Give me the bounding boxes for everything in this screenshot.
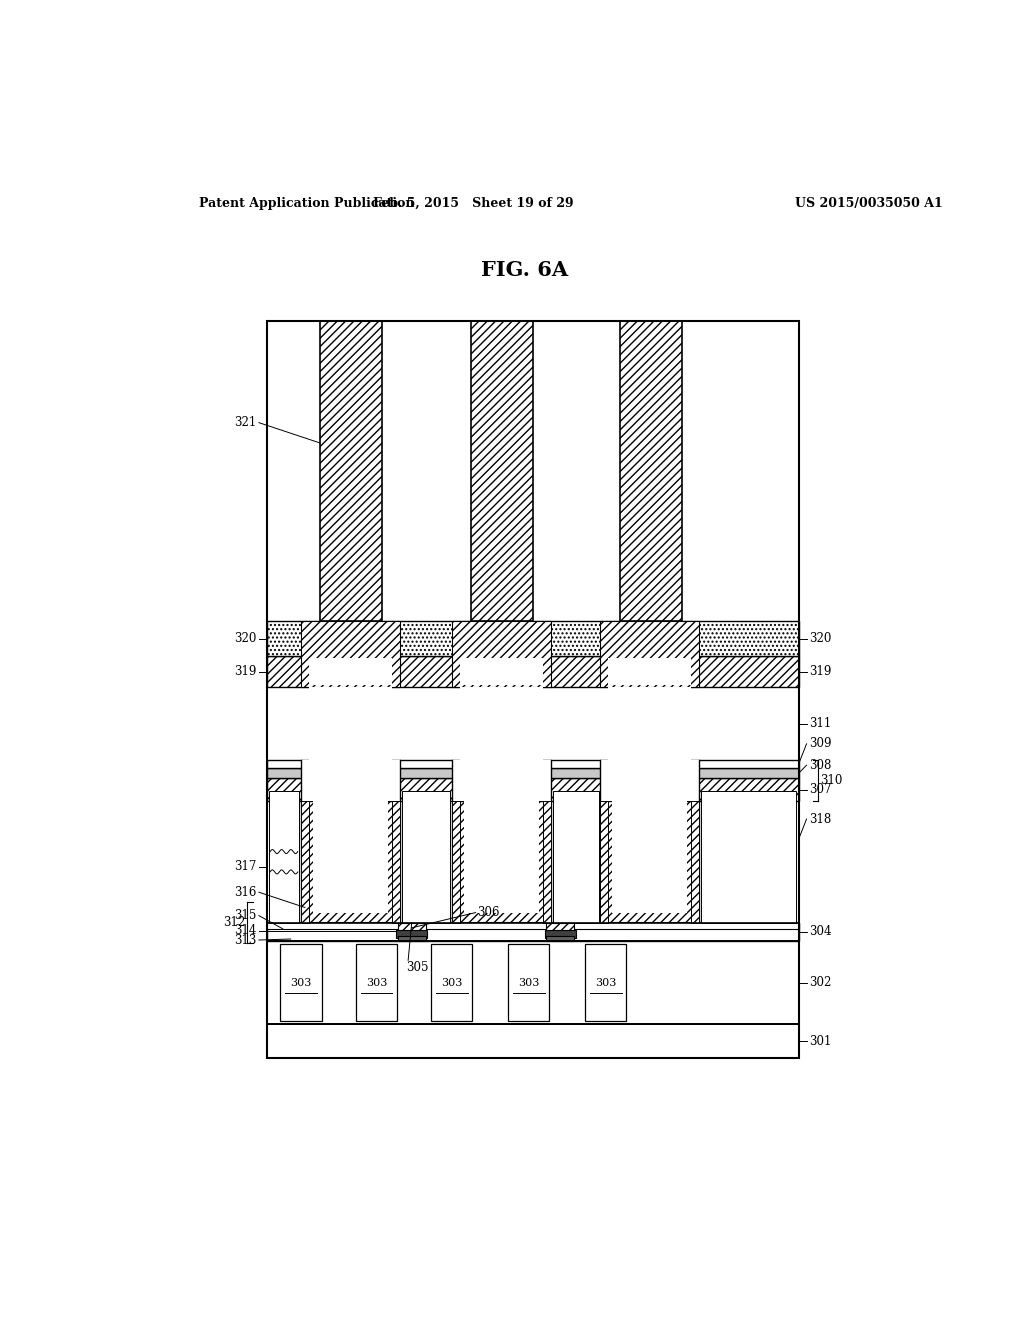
Bar bbox=[267, 760, 799, 768]
Bar bbox=[553, 791, 599, 923]
Text: 318: 318 bbox=[809, 813, 831, 825]
Bar bbox=[508, 944, 550, 1022]
Bar bbox=[309, 659, 392, 685]
Text: 319: 319 bbox=[234, 665, 257, 678]
Text: 307: 307 bbox=[809, 783, 831, 796]
Bar bbox=[397, 936, 426, 941]
Bar bbox=[355, 944, 397, 1022]
Bar bbox=[600, 801, 608, 923]
Text: US 2015/0035050 A1: US 2015/0035050 A1 bbox=[795, 197, 942, 210]
Bar bbox=[269, 791, 299, 923]
Text: 304: 304 bbox=[809, 925, 831, 939]
Text: 303: 303 bbox=[366, 978, 387, 987]
Text: 317: 317 bbox=[234, 861, 257, 874]
Text: 314: 314 bbox=[234, 924, 257, 937]
Bar bbox=[452, 760, 551, 801]
Bar bbox=[600, 620, 699, 686]
Text: FIG. 6A: FIG. 6A bbox=[481, 260, 568, 280]
Bar bbox=[431, 944, 472, 1022]
Bar bbox=[267, 768, 799, 779]
Bar bbox=[267, 921, 799, 929]
Bar bbox=[691, 801, 699, 923]
Bar bbox=[301, 760, 400, 801]
Text: 319: 319 bbox=[809, 665, 831, 678]
Text: 320: 320 bbox=[234, 632, 257, 645]
Bar bbox=[396, 929, 427, 939]
Bar bbox=[620, 321, 682, 620]
Bar bbox=[401, 791, 451, 923]
Bar bbox=[460, 659, 543, 685]
Bar bbox=[464, 801, 539, 912]
Text: 313: 313 bbox=[234, 933, 257, 946]
Text: 315: 315 bbox=[234, 909, 257, 923]
Bar bbox=[452, 801, 551, 923]
Bar bbox=[321, 321, 382, 620]
Bar bbox=[267, 656, 799, 686]
Text: 311: 311 bbox=[809, 717, 831, 730]
Text: 316: 316 bbox=[234, 886, 257, 899]
Bar bbox=[267, 321, 799, 1057]
Bar bbox=[267, 686, 799, 923]
Bar bbox=[585, 944, 627, 1022]
Bar bbox=[267, 1024, 799, 1057]
Text: 306: 306 bbox=[477, 906, 500, 919]
Bar bbox=[452, 620, 551, 686]
Bar bbox=[546, 936, 574, 941]
Text: Feb. 5, 2015   Sheet 19 of 29: Feb. 5, 2015 Sheet 19 of 29 bbox=[373, 197, 573, 210]
Bar bbox=[313, 801, 388, 912]
Bar bbox=[267, 620, 799, 656]
Text: 302: 302 bbox=[809, 977, 831, 989]
Text: 301: 301 bbox=[809, 1035, 831, 1048]
Text: 310: 310 bbox=[820, 774, 843, 787]
Bar bbox=[301, 801, 400, 923]
Bar bbox=[701, 791, 797, 923]
Text: 303: 303 bbox=[518, 978, 540, 987]
Bar bbox=[309, 686, 392, 760]
Bar bbox=[608, 686, 691, 760]
Bar bbox=[600, 760, 699, 801]
Bar bbox=[301, 620, 400, 686]
Bar bbox=[397, 923, 426, 935]
Bar bbox=[267, 779, 799, 801]
Text: 303: 303 bbox=[595, 978, 616, 987]
Bar bbox=[543, 801, 551, 923]
Bar bbox=[281, 944, 322, 1022]
Bar bbox=[460, 686, 543, 760]
Text: 303: 303 bbox=[441, 978, 463, 987]
Bar bbox=[600, 801, 699, 923]
Bar bbox=[546, 923, 574, 935]
Bar bbox=[608, 659, 691, 685]
Text: Patent Application Publication: Patent Application Publication bbox=[200, 197, 415, 210]
Bar bbox=[392, 801, 400, 923]
Bar bbox=[452, 801, 460, 923]
Text: 303: 303 bbox=[291, 978, 311, 987]
Bar bbox=[267, 923, 799, 941]
Text: 312: 312 bbox=[223, 916, 246, 929]
Text: 308: 308 bbox=[809, 759, 831, 772]
Bar bbox=[612, 801, 687, 912]
Bar bbox=[545, 929, 575, 939]
Text: 320: 320 bbox=[809, 632, 831, 645]
Bar bbox=[471, 321, 532, 620]
Bar bbox=[267, 941, 799, 1024]
Text: 305: 305 bbox=[406, 961, 428, 974]
Text: 321: 321 bbox=[234, 416, 257, 429]
Bar bbox=[301, 801, 309, 923]
Text: 309: 309 bbox=[809, 738, 831, 750]
